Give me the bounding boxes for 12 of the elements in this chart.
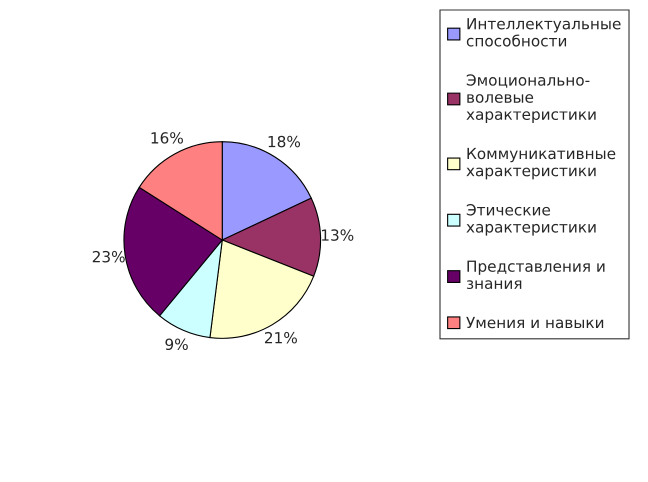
data-label: 13% (322, 229, 354, 241)
legend-label: Эмоционально-волевые характеристики (466, 74, 596, 123)
legend-label: Коммуникативные характеристики (466, 148, 616, 180)
legend-label: Этические характеристики (466, 204, 596, 236)
data-label: 23% (92, 250, 125, 262)
data-label: 16% (152, 132, 183, 144)
legend-label: Представления и знания (466, 260, 604, 290)
data-label: 9% (165, 338, 188, 350)
legend-label: Интеллектуальные способности (466, 18, 621, 47)
data-label: 18% (268, 136, 300, 148)
data-label: 21% (264, 332, 297, 344)
legend-label: Умения и навыки (466, 316, 604, 328)
